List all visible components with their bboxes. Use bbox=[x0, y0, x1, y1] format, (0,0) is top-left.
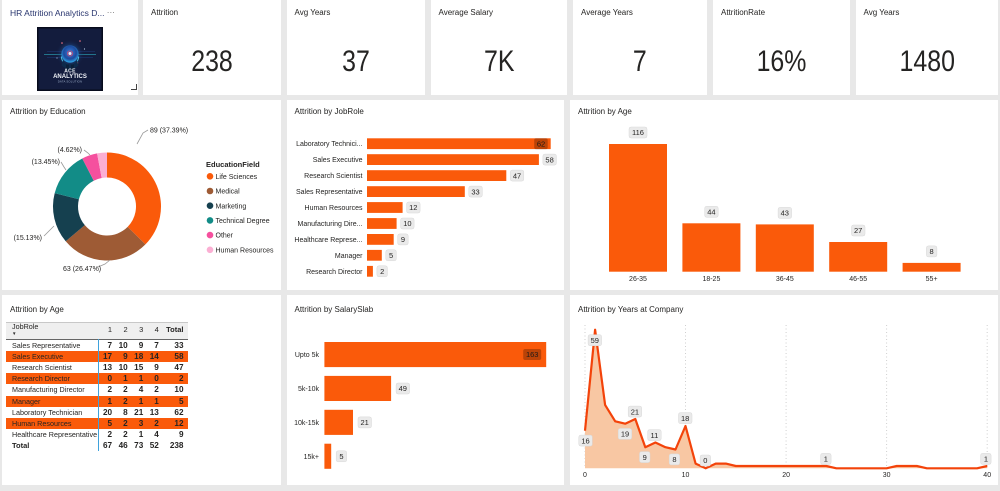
svg-text:2: 2 bbox=[380, 267, 384, 276]
svg-text:1: 1 bbox=[824, 455, 828, 464]
svg-text:9: 9 bbox=[643, 453, 647, 462]
svg-text:Human Resources: Human Resources bbox=[304, 205, 362, 212]
svg-text:33: 33 bbox=[471, 187, 479, 196]
svg-text:Life Sciences: Life Sciences bbox=[216, 173, 258, 180]
svg-text:63 (26.47%): 63 (26.47%) bbox=[63, 266, 101, 273]
svg-text:5k-10k: 5k-10k bbox=[297, 386, 319, 393]
svg-text:Upto 5k: Upto 5k bbox=[294, 352, 319, 359]
svg-text:44: 44 bbox=[707, 207, 715, 216]
svg-text:47: 47 bbox=[512, 171, 520, 180]
svg-text:Research Director: Research Director bbox=[306, 268, 363, 275]
svg-text:40: 40 bbox=[983, 472, 991, 479]
svg-text:26-35: 26-35 bbox=[629, 276, 647, 283]
svg-text:163: 163 bbox=[525, 350, 538, 359]
svg-text:30: 30 bbox=[883, 472, 891, 479]
svg-text:18: 18 bbox=[681, 414, 689, 423]
svg-text:11: 11 bbox=[651, 431, 659, 440]
svg-text:10: 10 bbox=[682, 472, 690, 479]
svg-text:43: 43 bbox=[781, 208, 789, 217]
svg-text:49: 49 bbox=[398, 384, 406, 393]
svg-text:(13.45%): (13.45%) bbox=[32, 159, 60, 166]
svg-text:27: 27 bbox=[854, 226, 862, 235]
svg-text:Sales Executive: Sales Executive bbox=[312, 157, 362, 164]
svg-text:5: 5 bbox=[339, 452, 343, 461]
svg-text:1: 1 bbox=[984, 455, 988, 464]
svg-text:10: 10 bbox=[403, 219, 411, 228]
svg-text:DATA SOLUTION: DATA SOLUTION bbox=[58, 80, 83, 84]
svg-text:21: 21 bbox=[360, 418, 368, 427]
svg-text:16: 16 bbox=[581, 436, 589, 445]
svg-text:18-25: 18-25 bbox=[702, 276, 720, 283]
svg-text:(15.13%): (15.13%) bbox=[14, 235, 42, 242]
svg-text:Sales Representative: Sales Representative bbox=[295, 189, 362, 196]
svg-text:Other: Other bbox=[216, 232, 234, 239]
svg-text:59: 59 bbox=[591, 336, 599, 345]
svg-text:Human Resources: Human Resources bbox=[216, 247, 274, 254]
svg-text:Marketing: Marketing bbox=[216, 203, 247, 210]
svg-text:9: 9 bbox=[400, 235, 404, 244]
svg-text:20: 20 bbox=[782, 472, 790, 479]
svg-text:ACE: ACE bbox=[64, 69, 76, 75]
svg-text:Manager: Manager bbox=[334, 252, 362, 259]
svg-text:0: 0 bbox=[583, 472, 587, 479]
svg-text:89 (37.39%): 89 (37.39%) bbox=[150, 127, 188, 134]
svg-text:12: 12 bbox=[409, 203, 417, 212]
svg-text:Research Scientist: Research Scientist bbox=[304, 173, 362, 180]
svg-text:0: 0 bbox=[703, 456, 707, 465]
svg-text:Technical Degree: Technical Degree bbox=[216, 218, 270, 225]
svg-text:19: 19 bbox=[621, 430, 629, 439]
svg-text:10k-15k: 10k-15k bbox=[294, 420, 319, 427]
svg-text:8: 8 bbox=[672, 455, 676, 464]
svg-text:ANALYTICS: ANALYTICS bbox=[53, 74, 87, 80]
svg-text:8: 8 bbox=[930, 247, 934, 256]
svg-text:Healthcare Represe...: Healthcare Represe... bbox=[294, 236, 362, 243]
svg-text:46-55: 46-55 bbox=[849, 276, 867, 283]
svg-text:62: 62 bbox=[536, 139, 544, 148]
svg-text:Medical: Medical bbox=[216, 188, 241, 195]
svg-text:Manufacturing Dire...: Manufacturing Dire... bbox=[297, 221, 362, 228]
svg-text:Laboratory Technici...: Laboratory Technici... bbox=[296, 141, 362, 148]
svg-text:58: 58 bbox=[545, 155, 553, 164]
svg-text:15k+: 15k+ bbox=[303, 454, 318, 461]
svg-text:116: 116 bbox=[632, 128, 644, 137]
svg-text:55+: 55+ bbox=[926, 276, 938, 283]
svg-text:(4.62%): (4.62%) bbox=[57, 147, 82, 154]
svg-text:36-45: 36-45 bbox=[776, 276, 794, 283]
svg-text:21: 21 bbox=[631, 407, 639, 416]
svg-text:EducationField: EducationField bbox=[206, 160, 260, 169]
svg-text:5: 5 bbox=[389, 251, 393, 260]
